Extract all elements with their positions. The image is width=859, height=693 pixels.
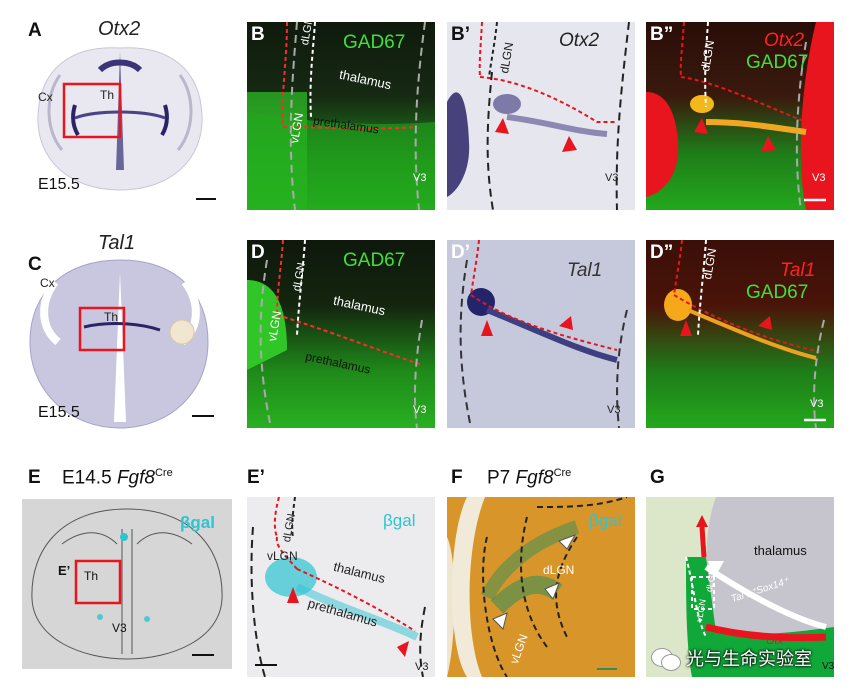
panel-d2-gene: Tal1 — [780, 260, 816, 281]
panel-e1-bgal: βgal — [383, 511, 416, 530]
panel-g-v3: V3 — [822, 661, 835, 672]
panel-d2-outlines — [664, 240, 826, 428]
panel-d1-gene: Tal1 — [567, 260, 603, 281]
panel-b-letter: B — [251, 24, 265, 45]
panel-c-cx-label: Cx — [40, 276, 55, 290]
panel-g: G thalamus dLGN vLGN Tal 1⁺Sox14⁺ Otx V3 — [646, 455, 859, 680]
panel-a-letter: A — [28, 20, 42, 41]
panel-e: E E14.5 Fgf8Cre βgal E’ Th V3 — [0, 455, 240, 680]
panel-e1-image — [247, 497, 435, 677]
panel-a-stage-label: E15.5 — [38, 176, 80, 193]
panel-c: C Tal1 Cx Th E15.5 — [0, 232, 240, 442]
panel-g-thalamus: thalamus — [754, 543, 807, 558]
panel-e-line-sup: Cre — [154, 467, 173, 479]
panel-d2: D” dLGN Tal1 GAD67 V3 — [646, 240, 834, 428]
panel-c-brain-section — [29, 259, 214, 429]
panel-d1-letter: D’ — [451, 242, 470, 263]
panel-f-title: P7 Fgf8Cre — [487, 467, 571, 489]
panel-e-letter: E — [28, 467, 41, 488]
panel-a-brain-section — [37, 47, 216, 200]
panel-b1-outlines — [447, 22, 630, 210]
panel-f-letter: F — [451, 467, 463, 488]
panel-g-diagram — [646, 497, 834, 677]
panel-c-letter: C — [28, 254, 42, 275]
panel-f-line: Fgf8 — [515, 467, 554, 489]
panel-e-outlines — [31, 508, 223, 660]
panel-b2-outlines — [646, 22, 834, 210]
panel-e-bgal: βgal — [180, 513, 215, 532]
panel-f-bgal: βgal — [589, 511, 622, 530]
panel-f-image — [447, 497, 635, 677]
panel-d: D GAD67 dLGN vLGN thalamus prethalamus V… — [247, 240, 435, 428]
panel-b1-gene: Otx2 — [559, 30, 600, 51]
panel-b-outlines — [247, 22, 435, 210]
panel-d2-letter: D” — [650, 242, 674, 263]
panel-d-outlines — [247, 240, 423, 428]
panel-c-stage-label: E15.5 — [38, 404, 80, 421]
panel-d1-outlines — [459, 240, 628, 428]
panel-c-gene-title: Tal1 — [98, 232, 136, 254]
panel-b-v3: V3 — [413, 172, 427, 184]
watermark-text: 光与生命实验室 — [686, 649, 812, 670]
panel-a-th-label: Th — [100, 88, 115, 102]
panel-e-th-label: Th — [84, 569, 99, 583]
panel-e1-outlines — [250, 497, 426, 677]
panel-g-letter: G — [650, 467, 665, 488]
panel-b2-letter: B” — [650, 24, 674, 45]
panel-d2-v3: V3 — [810, 398, 824, 410]
panel-b2-marker: GAD67 — [746, 52, 809, 73]
panel-a: A Otx2 Cx Th E15.5 — [0, 0, 240, 225]
panel-d1: D’ Tal1 V3 — [447, 240, 635, 428]
panel-b2-gene: Otx2 — [764, 30, 805, 51]
panel-f-stage: P7 — [487, 467, 511, 489]
panel-b1-v3: V3 — [605, 172, 619, 184]
panel-a-gene-title: Otx2 — [98, 18, 141, 40]
panel-g-outlines — [685, 497, 834, 677]
panel-e-image — [22, 499, 232, 669]
panel-d-v3: V3 — [413, 404, 427, 416]
panel-c-th-label: Th — [104, 310, 119, 324]
panel-b2-v3: V3 — [812, 172, 826, 184]
panel-d-letter: D — [251, 242, 265, 263]
panel-f-dlgn: dLGN — [543, 563, 575, 577]
panel-e-title: E14.5 Fgf8Cre — [62, 467, 173, 489]
panel-e-line: Fgf8 — [116, 467, 155, 489]
panel-e1-v3: V3 — [415, 661, 429, 673]
panel-g-otx: Otx — [766, 635, 784, 647]
panel-b2: B” dLGN Otx2 GAD67 V3 — [646, 22, 834, 210]
panel-e-stage: E14.5 — [62, 467, 112, 489]
panel-b: B GAD67 dLGN vLGN thalamus prethalamus V… — [247, 22, 435, 210]
panel-d1-v3: V3 — [607, 404, 621, 416]
panel-a-cx-label: Cx — [38, 90, 53, 104]
panel-e-e1-label: E’ — [58, 563, 71, 578]
panel-f-outlines — [447, 497, 628, 677]
panel-e-v3-label: V3 — [112, 621, 127, 635]
panel-b1: B’ dLGN Otx2 V3 — [447, 22, 635, 210]
panel-e1-letter: E’ — [247, 467, 265, 488]
panel-d2-marker: GAD67 — [746, 282, 809, 303]
panel-e1-vlgn: vLGN — [267, 549, 298, 563]
panel-b1-letter: B’ — [451, 24, 470, 45]
panel-b-marker: GAD67 — [343, 32, 406, 53]
wechat-icon — [652, 647, 680, 670]
panel-d-marker: GAD67 — [343, 250, 406, 271]
panel-f: F P7 Fgf8Cre βgal dLGN vLGN — [447, 455, 635, 680]
watermark: 光与生命实验室 — [652, 642, 812, 674]
panel-e1: E’ βgal dLGN vLGN thalamus prethalamus V… — [247, 455, 435, 680]
panel-f-line-sup: Cre — [553, 467, 572, 479]
